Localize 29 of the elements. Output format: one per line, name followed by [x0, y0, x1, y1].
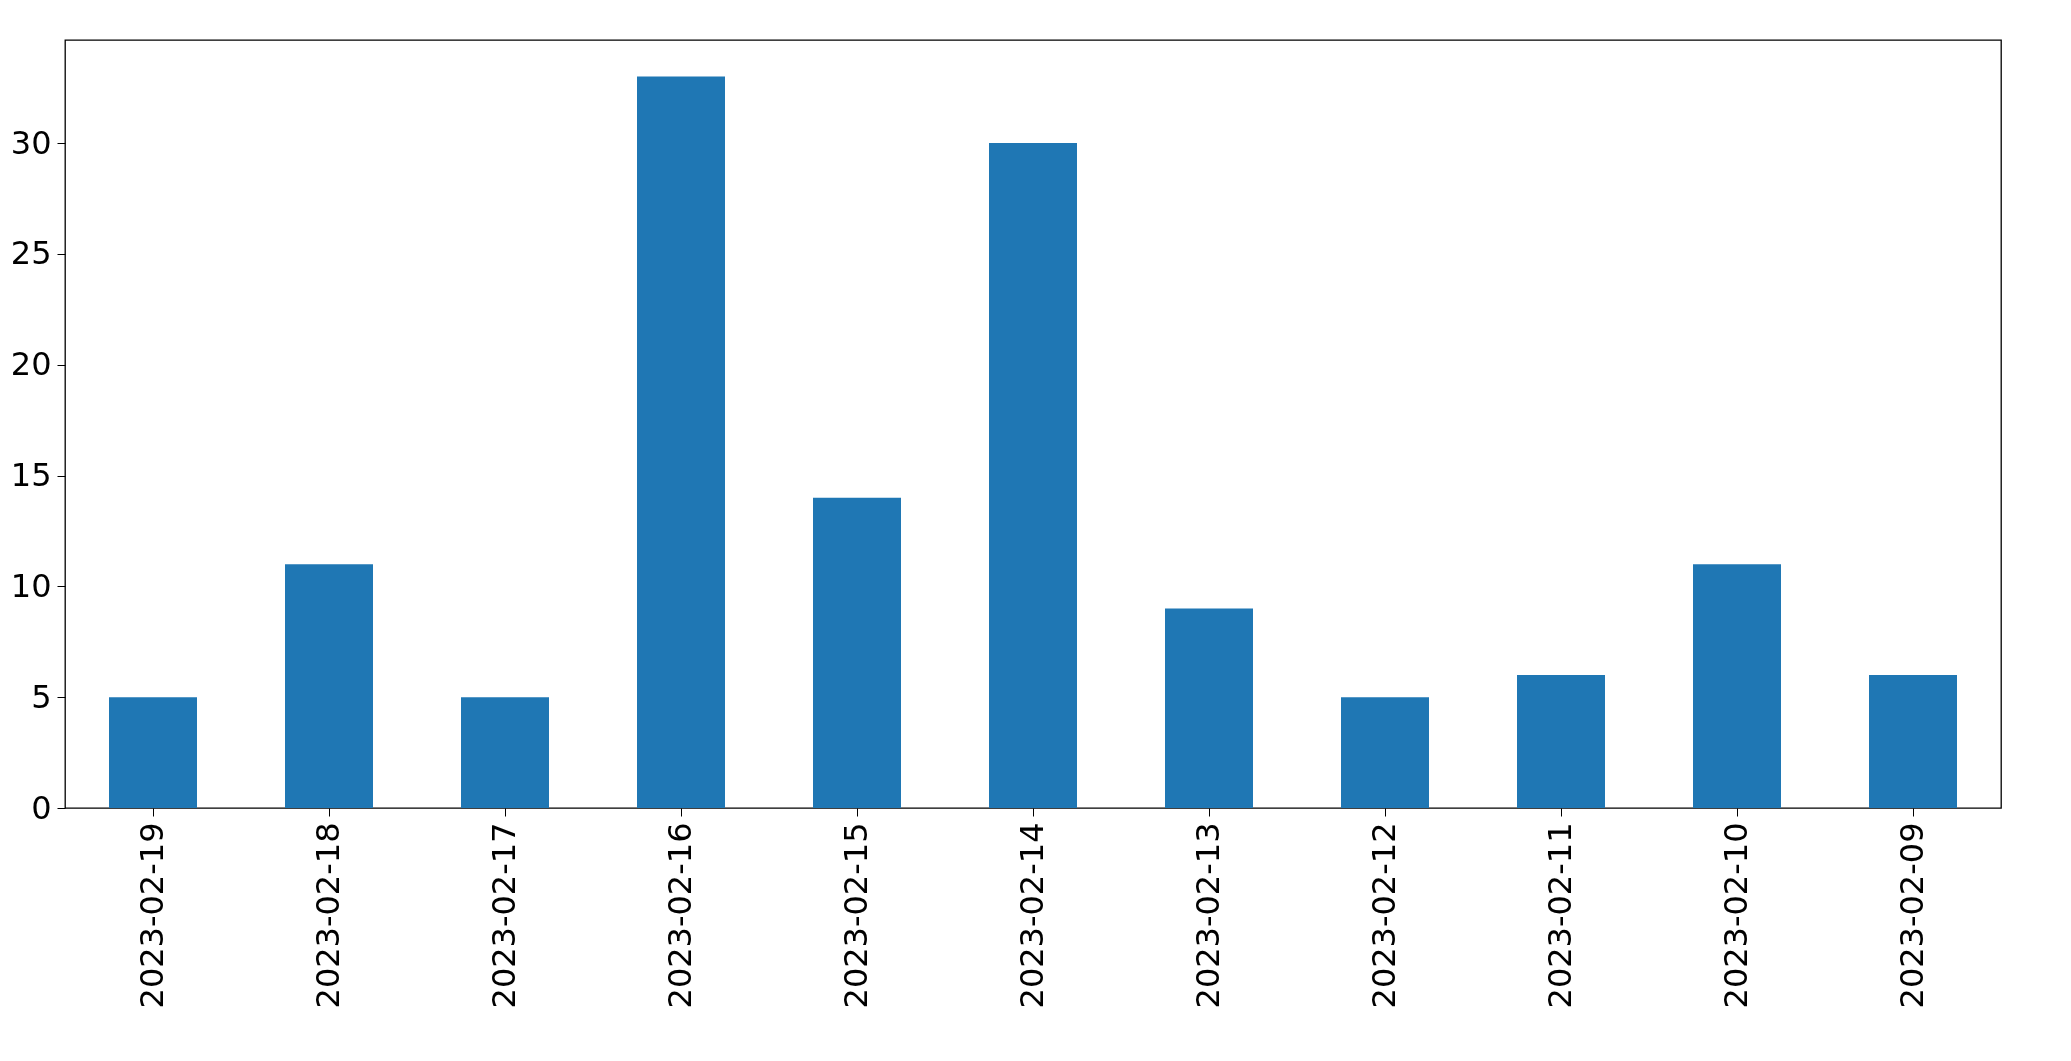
y-tick-label: 10: [10, 566, 52, 605]
bar: [1693, 564, 1781, 808]
bar: [637, 76, 725, 808]
bar: [989, 143, 1077, 808]
x-tick-label: 2023-02-09: [1893, 822, 1931, 1009]
x-tick-label: 2023-02-15: [837, 822, 875, 1009]
bar: [285, 564, 373, 808]
bar: [1869, 675, 1957, 808]
x-tick-label: 2023-02-18: [309, 822, 347, 1009]
x-tick-label: 2023-02-11: [1541, 822, 1579, 1009]
x-tick-label: 2023-02-16: [661, 822, 699, 1009]
bar: [813, 497, 901, 808]
y-tick-label: 15: [10, 456, 52, 495]
y-tick-label: 0: [31, 788, 52, 827]
x-tick-label: 2023-02-17: [485, 822, 523, 1009]
bar: [461, 697, 549, 808]
x-tick-label: 2023-02-12: [1365, 822, 1403, 1009]
y-tick-label: 30: [10, 123, 52, 162]
bar: [109, 697, 197, 808]
bar: [1517, 675, 1605, 808]
x-tick-label: 2023-02-10: [1717, 822, 1755, 1009]
x-tick-label: 2023-02-19: [133, 822, 171, 1009]
bar: [1165, 608, 1253, 808]
bar: [1341, 697, 1429, 808]
y-tick-label: 20: [10, 345, 52, 384]
x-tick-label: 2023-02-14: [1013, 822, 1051, 1009]
x-tick-label: 2023-02-13: [1189, 822, 1227, 1009]
y-tick-label: 25: [10, 234, 52, 273]
y-tick-label: 5: [31, 677, 52, 716]
